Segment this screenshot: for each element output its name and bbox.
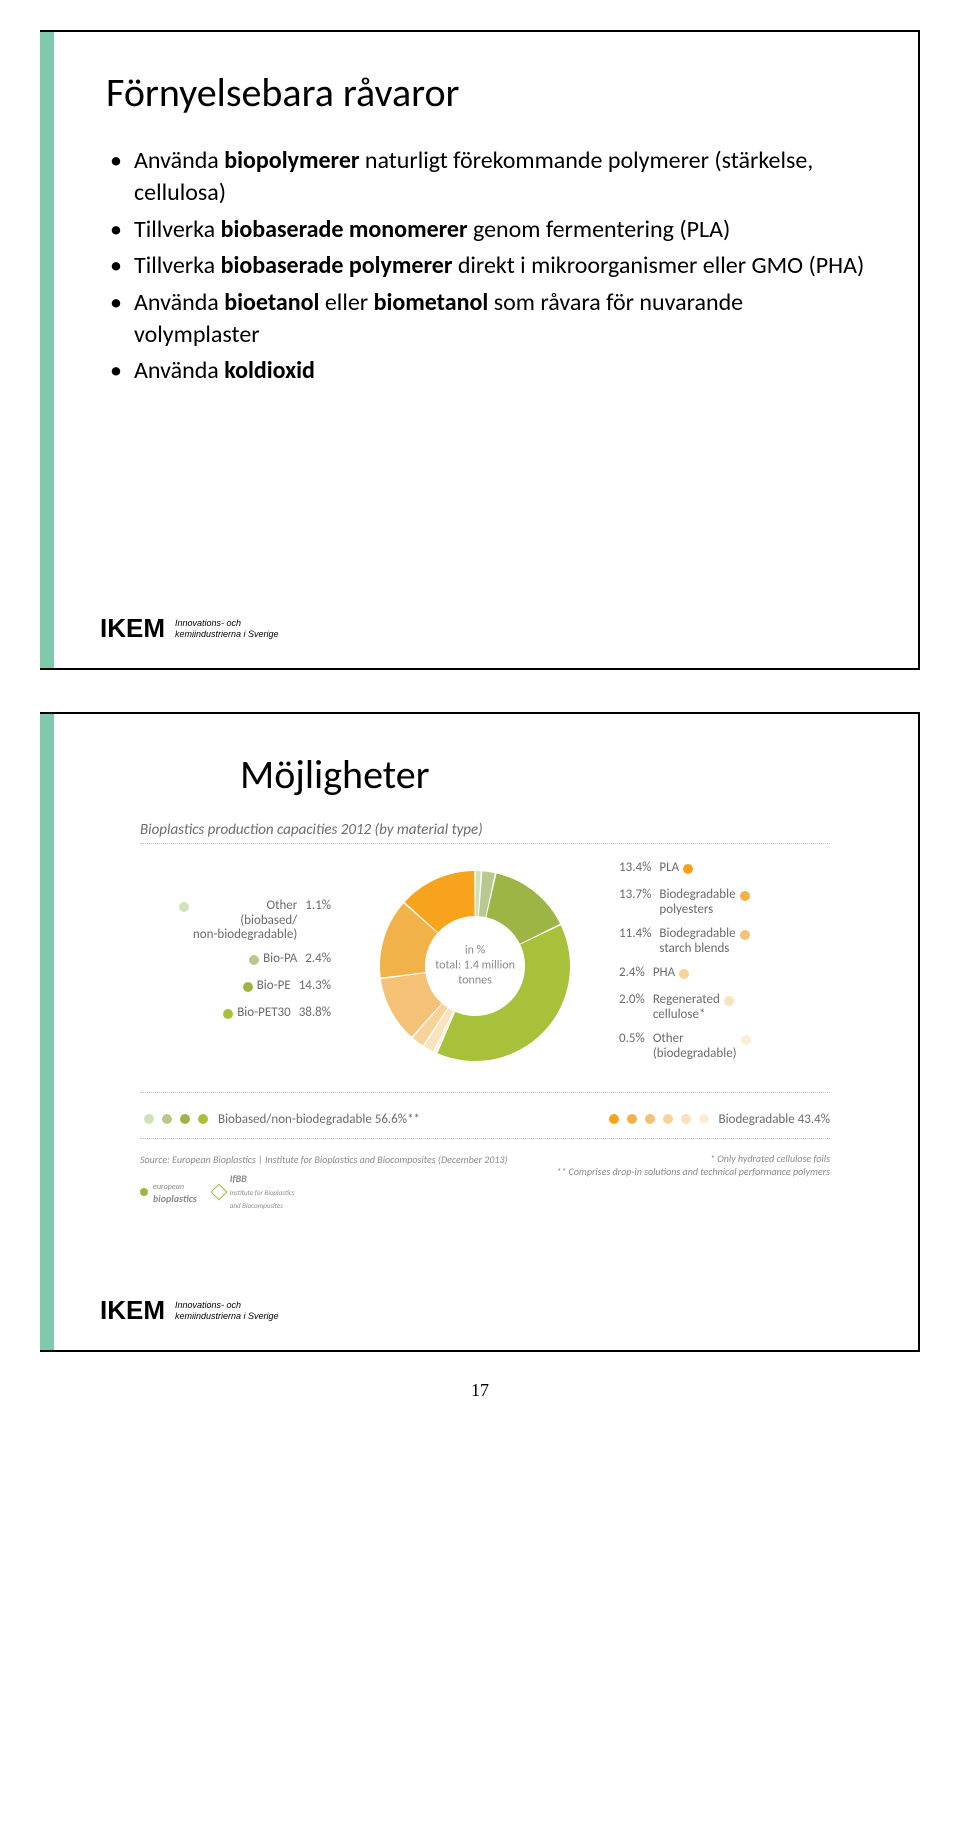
legend-dot xyxy=(179,902,189,912)
page-number: 17 xyxy=(40,1380,920,1401)
summary-dot xyxy=(180,1114,190,1124)
legend-pct: 2.4% xyxy=(305,952,331,967)
accent-bar xyxy=(40,32,54,668)
accent-bar xyxy=(40,714,54,1350)
source-logos: europeanbioplastics IfBBInstitute for Bi… xyxy=(140,1172,508,1211)
summary-dot xyxy=(162,1114,172,1124)
bullet-item: Tillverka biobaserade monomerer genom fe… xyxy=(110,214,870,246)
divider xyxy=(140,843,830,844)
source-row: Source: European Bioplastics | Institute… xyxy=(140,1153,830,1211)
legend-item: 2.4% PHA xyxy=(611,966,830,984)
donut-center-label: in % total: 1.4 million tonnes xyxy=(435,944,515,989)
summary-dot xyxy=(609,1114,619,1124)
legend-label: Biodegradable starch blends xyxy=(659,927,735,957)
legend-pct: 11.4% xyxy=(619,927,651,942)
legend-dot xyxy=(740,891,750,901)
chart-notes: * Only hydrated cellulose foils ** Compr… xyxy=(548,1153,830,1211)
legend-pct: 14.3% xyxy=(299,979,331,994)
divider xyxy=(140,1138,830,1139)
legend-label: Other (biodegradable) xyxy=(653,1032,737,1062)
logo-text: IKEM xyxy=(100,1295,165,1326)
legend-pct: 13.7% xyxy=(619,888,651,903)
donut-chart: in % total: 1.4 million tonnes xyxy=(345,856,605,1076)
summary-right-label: Biodegradable 43.4% xyxy=(719,1112,830,1127)
legend-pct: 38.8% xyxy=(299,1006,331,1021)
summary-row: Biobased/non-biodegradable 56.6%** Biode… xyxy=(140,1111,830,1128)
legend-item: Other (biobased/ non-biodegradable) 1.1% xyxy=(140,899,339,944)
legend-dot xyxy=(741,1035,751,1045)
ifbb-logo: IfBBInstitute for Bioplastics and Biocom… xyxy=(213,1172,295,1211)
legend-dot xyxy=(740,930,750,940)
legend-pct: 1.1% xyxy=(305,899,331,914)
legend-label: Biodegradable polyesters xyxy=(659,888,735,918)
legend-label: PLA xyxy=(659,861,679,876)
logo-ikem: IKEM Innovations- och kemiindustrierna i… xyxy=(100,613,279,644)
bullet-item: Använda biopolymerer naturligt förekomma… xyxy=(110,145,870,210)
legend-pct: 0.5% xyxy=(619,1032,645,1047)
summary-left-label: Biobased/non-biodegradable 56.6%** xyxy=(218,1112,420,1127)
summary-dot xyxy=(699,1114,709,1124)
summary-dot xyxy=(627,1114,637,1124)
legend-item: Bio-PE 14.3% xyxy=(140,979,339,997)
legend-dot xyxy=(243,982,253,992)
logo-text: IKEM xyxy=(100,613,165,644)
logo-subtitle: Innovations- och kemiindustrierna i Sver… xyxy=(175,618,279,639)
legend-item: Bio-PA 2.4% xyxy=(140,952,339,970)
bullet-item: Använda koldioxid xyxy=(110,355,870,387)
legend-dot xyxy=(724,996,734,1006)
slide-title: Förnyelsebara råvaror xyxy=(106,68,870,117)
legend-pct: 2.0% xyxy=(619,993,645,1008)
legend-label: Regenerated cellulose* xyxy=(653,993,720,1023)
legend-label: Bio-PA xyxy=(263,952,297,967)
bioplastics-logo: europeanbioplastics xyxy=(140,1179,197,1205)
bullet-item: Tillverka biobaserade polymerer direkt i… xyxy=(110,250,870,282)
slide-title: Möjligheter xyxy=(240,750,870,799)
bullet-list: Använda biopolymerer naturligt förekomma… xyxy=(100,145,870,388)
summary-dot xyxy=(681,1114,691,1124)
chart-container: Bioplastics production capacities 2012 (… xyxy=(140,821,830,1211)
legend-label: Other (biobased/ non-biodegradable) xyxy=(193,899,297,944)
logo-subtitle: Innovations- och kemiindustrierna i Sver… xyxy=(175,1300,279,1321)
summary-dot xyxy=(198,1114,208,1124)
chart-title: Bioplastics production capacities 2012 (… xyxy=(140,821,830,839)
bullet-item: Använda bioetanol eller biometanol som r… xyxy=(110,287,870,352)
summary-dot xyxy=(144,1114,154,1124)
legend-label: PHA xyxy=(653,966,675,981)
legend-item: 13.4% PLA xyxy=(611,861,830,879)
legend-item: 13.7% Biodegradable polyesters xyxy=(611,888,830,918)
legend-label: Bio-PET30 xyxy=(237,1006,290,1021)
legend-item: 2.0% Regenerated cellulose* xyxy=(611,993,830,1023)
legend-dot xyxy=(683,864,693,874)
logo-ikem: IKEM Innovations- och kemiindustrierna i… xyxy=(100,1295,279,1326)
legend-left: Other (biobased/ non-biodegradable) 1.1% B… xyxy=(140,899,339,1034)
legend-pct: 2.4% xyxy=(619,966,645,981)
legend-label: Bio-PE xyxy=(257,979,291,994)
source-text: Source: European Bioplastics | Institute… xyxy=(140,1153,508,1166)
summary-dot xyxy=(663,1114,673,1124)
legend-dot xyxy=(223,1009,233,1019)
slide-2: Möjligheter Bioplastics production capac… xyxy=(40,712,920,1352)
legend-dot xyxy=(249,955,259,965)
divider xyxy=(140,1092,830,1093)
slide-1: Förnyelsebara råvaror Använda biopolymer… xyxy=(40,30,920,670)
summary-dot xyxy=(645,1114,655,1124)
legend-item: 0.5% Other (biodegradable) xyxy=(611,1032,830,1062)
legend-item: 11.4% Biodegradable starch blends xyxy=(611,927,830,957)
legend-item: Bio-PET30 38.8% xyxy=(140,1006,339,1024)
legend-right: 13.4% PLA 13.7% Biodegradable polyesters 11.… xyxy=(611,861,830,1071)
legend-pct: 13.4% xyxy=(619,861,651,876)
legend-dot xyxy=(679,969,689,979)
